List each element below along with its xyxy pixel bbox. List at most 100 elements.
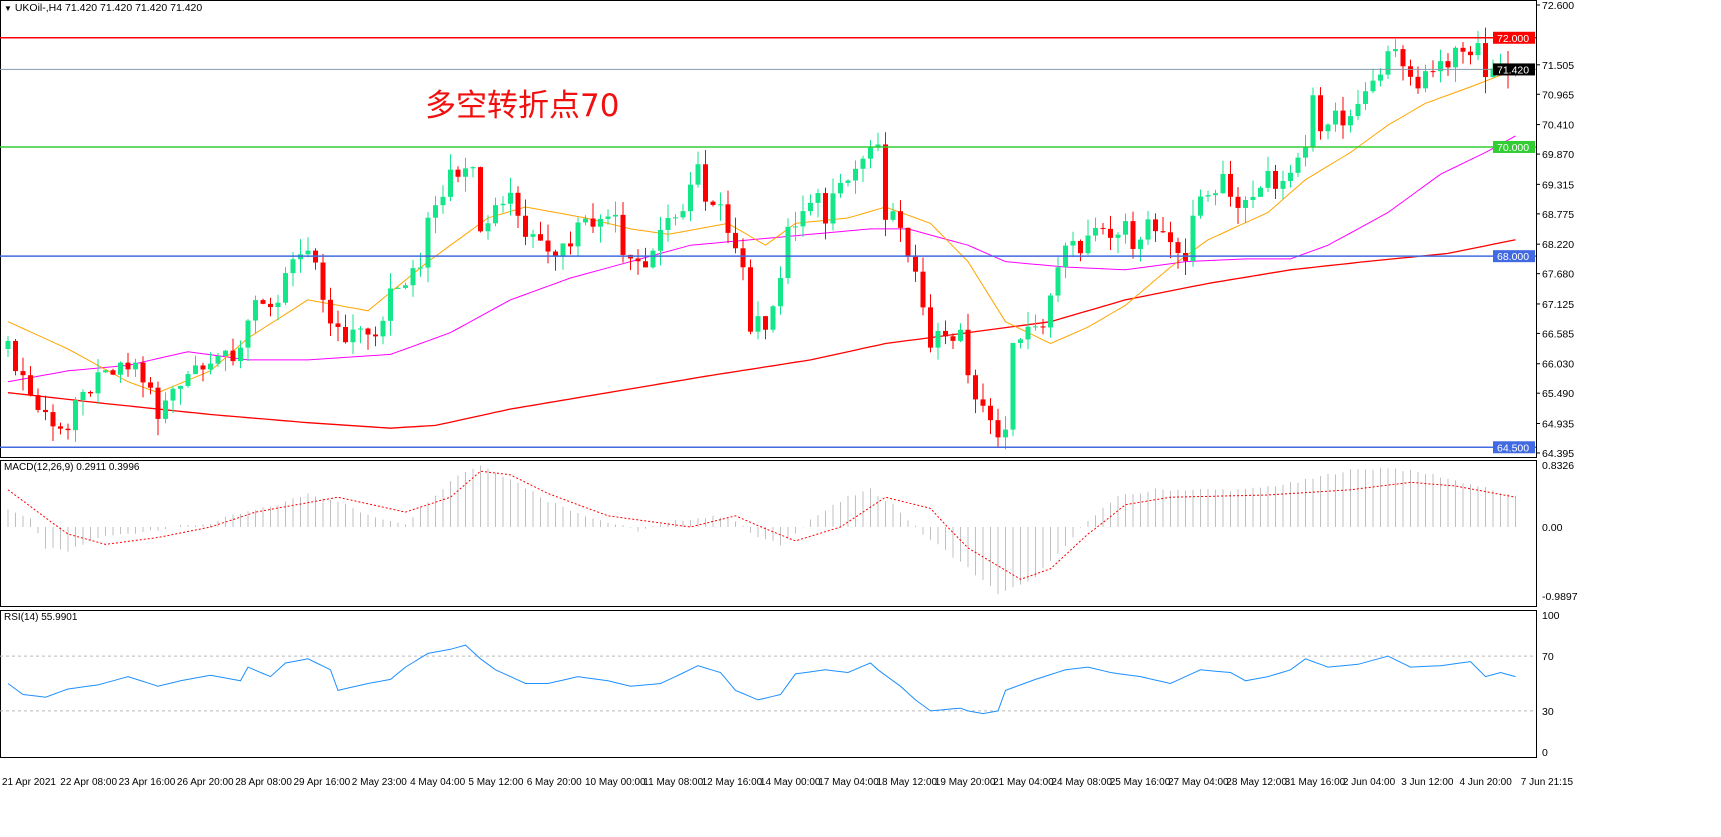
candle-bullish — [560, 243, 566, 257]
candle-bearish — [1340, 110, 1346, 126]
candle-bearish — [1175, 242, 1181, 254]
candle-bullish — [118, 362, 123, 375]
macd-tick-label: -0.9897 — [1542, 591, 1578, 603]
candle-bullish — [410, 268, 416, 286]
candle-bearish — [1408, 66, 1413, 77]
macd-tick-label: 0.00 — [1542, 522, 1563, 534]
candle-bullish — [1190, 215, 1196, 261]
candle-bullish — [845, 180, 851, 183]
candle-bullish — [838, 182, 843, 194]
candle-bullish — [1243, 199, 1248, 208]
candle-bearish — [1468, 51, 1473, 56]
candle-bullish — [1213, 193, 1218, 196]
candle-bearish — [28, 375, 33, 396]
candle-bullish — [305, 250, 311, 255]
candle-bullish — [275, 302, 281, 308]
price-tick-label: 67.680 — [1542, 269, 1574, 281]
candle-bearish — [1168, 232, 1173, 243]
candle-bearish — [1318, 95, 1323, 132]
candle-bullish — [185, 374, 191, 386]
candle-bearish — [335, 323, 341, 327]
time-label: 28 May 12:00 — [1226, 777, 1287, 788]
candle-bullish — [1385, 51, 1391, 75]
candle-bearish — [230, 350, 236, 362]
level-price-tag — [1493, 441, 1535, 454]
time-label: 31 May 16:00 — [1285, 777, 1346, 788]
candle-bullish — [1295, 157, 1301, 173]
candle-bearish — [943, 330, 948, 337]
price-tick-label: 71.505 — [1542, 60, 1574, 72]
candle-bearish — [478, 167, 483, 232]
rsi-line — [7, 644, 1516, 715]
candle-bearish — [763, 316, 768, 330]
price-tick-label: 66.030 — [1542, 359, 1574, 371]
time-label: 4 May 04:00 — [410, 777, 465, 788]
candle-bullish — [770, 306, 776, 330]
candle-bearish — [35, 395, 41, 410]
time-label: 7 Jun 21:15 — [1521, 777, 1574, 788]
candle-bullish — [1325, 124, 1331, 132]
candle-bullish — [598, 218, 603, 227]
candle-bearish — [515, 192, 521, 216]
current-price-label: 71.420 — [1497, 64, 1529, 76]
candle-bullish — [170, 388, 176, 401]
candle-bearish — [1273, 170, 1278, 189]
candle-bullish — [1333, 110, 1338, 125]
candle-bullish — [245, 320, 251, 348]
candle-bullish — [1250, 196, 1256, 200]
candle-bearish — [1130, 221, 1136, 250]
triangle-down-icon[interactable]: ▼ — [4, 4, 12, 13]
candle-bullish — [73, 400, 78, 431]
candle-bullish — [1288, 172, 1293, 181]
price-tick-label: 66.585 — [1542, 328, 1574, 340]
candle-bullish — [493, 205, 498, 224]
candle-bearish — [1483, 43, 1488, 78]
candle-bearish — [200, 365, 206, 370]
candle-bearish — [50, 412, 56, 427]
candle-bullish — [1138, 239, 1143, 250]
candle-bullish — [778, 278, 783, 307]
candle-bearish — [710, 201, 716, 205]
rsi-tick-label: 70 — [1542, 651, 1554, 663]
macd-panel-frame — [0, 460, 1537, 607]
candle-bullish — [1093, 227, 1098, 236]
candle-bullish — [1123, 221, 1128, 235]
candle-bullish — [1070, 240, 1076, 246]
candle-bullish — [500, 203, 506, 206]
candle-bullish — [463, 168, 468, 177]
symbol-info: UKOil-,H4 71.420 71.420 71.420 71.420 — [14, 2, 203, 14]
candle-bearish — [620, 214, 626, 255]
candle-bearish — [635, 258, 641, 262]
candle-bearish — [920, 271, 926, 308]
candle-bearish — [740, 248, 746, 268]
time-label: 5 May 12:00 — [468, 777, 523, 788]
price-tick-label: 69.870 — [1542, 149, 1574, 161]
candle-bearish — [1040, 326, 1046, 328]
candle-bearish — [643, 261, 648, 268]
candle-bearish — [320, 262, 326, 300]
candle-bullish — [425, 217, 431, 268]
candle-bearish — [823, 193, 828, 224]
candle-bearish — [1078, 240, 1083, 254]
candle-bullish — [178, 385, 183, 389]
candle-bullish — [1205, 195, 1211, 197]
candle-bullish — [1018, 339, 1023, 343]
price-tick-label: 64.935 — [1542, 419, 1574, 431]
level-price-label: 70.000 — [1497, 142, 1529, 154]
time-label: 25 May 16:00 — [1110, 777, 1171, 788]
candle-bullish — [133, 362, 138, 370]
candle-bearish — [20, 371, 26, 376]
candle-bullish — [470, 167, 476, 169]
candle-bearish — [65, 428, 71, 431]
candle-bullish — [80, 391, 86, 401]
rsi-panel-frame — [0, 610, 1537, 758]
candle-bearish — [1235, 196, 1241, 208]
candle-bearish — [155, 387, 161, 419]
candle-bearish — [995, 420, 1001, 438]
candle-bullish — [1303, 147, 1308, 158]
time-label: 10 May 00:00 — [585, 777, 646, 788]
candle-bearish — [1400, 49, 1406, 67]
time-label: 23 Apr 16:00 — [119, 777, 176, 788]
candle-bearish — [148, 382, 153, 388]
